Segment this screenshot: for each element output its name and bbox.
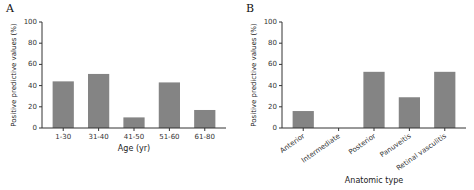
x-axis-label: Anatomic type xyxy=(345,176,403,185)
bar xyxy=(159,82,180,128)
y-tick-label: 20 xyxy=(28,103,37,111)
bar xyxy=(434,72,455,128)
y-tick-label: 40 xyxy=(28,82,37,90)
bar xyxy=(194,110,215,128)
y-tick-label: 0 xyxy=(33,124,37,132)
y-axis-label: Positive predictive values (%) xyxy=(250,23,258,127)
x-tick-label: 1-30 xyxy=(55,133,71,141)
x-tick-label: Intermediate xyxy=(300,132,342,164)
y-tick-label: 100 xyxy=(264,18,277,26)
bars xyxy=(293,72,456,128)
x-tick-label: 31-40 xyxy=(88,133,108,141)
y-tick xyxy=(279,43,282,44)
y-tick xyxy=(279,106,282,107)
y-tick xyxy=(39,22,42,23)
y-axis-label: Positive predictive values (%) xyxy=(10,23,18,127)
bar xyxy=(88,74,109,128)
x-tick xyxy=(204,128,205,131)
y-tick xyxy=(39,43,42,44)
y-tick xyxy=(279,22,282,23)
x-tick xyxy=(374,128,375,131)
panel: 0 20 40 60 80 100 1-30 31-40 41-50 51-60 61-80 Age … xyxy=(5,2,226,153)
y-tick xyxy=(279,85,282,86)
x-tick xyxy=(98,128,99,131)
y-tick-label: 40 xyxy=(268,82,277,90)
y-tick-label: 0 xyxy=(273,124,277,132)
x-tick-label: 51-60 xyxy=(159,133,179,141)
x-tick-label: Anterior xyxy=(279,132,307,155)
x-tick xyxy=(63,128,64,131)
x-tick xyxy=(169,128,170,131)
bar xyxy=(53,81,74,128)
y-tick xyxy=(39,85,42,86)
x-tick-label: 41-50 xyxy=(124,133,144,141)
bar xyxy=(123,117,144,128)
figure: 0 20 40 60 80 100 1-30 31-40 41-50 51-60 61-80 Age … xyxy=(0,0,474,190)
y-tick-label: 80 xyxy=(268,39,277,47)
bar xyxy=(293,111,314,128)
y-tick xyxy=(39,106,42,107)
y-tick xyxy=(279,64,282,65)
panel: 0 20 40 60 80 100 AnteriorIntermediatePosterio… xyxy=(246,2,466,185)
y-tick-label: 60 xyxy=(28,60,37,68)
y-axis-line xyxy=(282,22,283,128)
y-tick-label: 60 xyxy=(268,60,277,68)
y-tick-label: 100 xyxy=(24,18,37,26)
panel-label: B xyxy=(246,2,254,15)
bars xyxy=(53,74,216,128)
x-tick-label: 61-80 xyxy=(195,133,215,141)
y-tick xyxy=(279,128,282,129)
bar xyxy=(363,72,384,128)
x-tick-label: Panuveitis xyxy=(379,132,413,159)
y-tick-label: 80 xyxy=(28,39,37,47)
x-tick xyxy=(409,128,410,131)
y-axis-line xyxy=(42,22,43,128)
x-tick xyxy=(134,128,135,131)
x-axis-label: Age (yr) xyxy=(118,144,150,153)
x-tick xyxy=(303,128,304,131)
y-tick-label: 20 xyxy=(268,103,277,111)
x-tick xyxy=(444,128,445,131)
x-tick-label: Retinal vasculitis xyxy=(395,132,448,173)
y-tick xyxy=(39,128,42,129)
panel-label: A xyxy=(5,2,15,15)
bar xyxy=(399,97,420,128)
y-tick xyxy=(39,64,42,65)
x-tick-label: Posterior xyxy=(347,132,377,156)
x-tick xyxy=(338,128,339,131)
